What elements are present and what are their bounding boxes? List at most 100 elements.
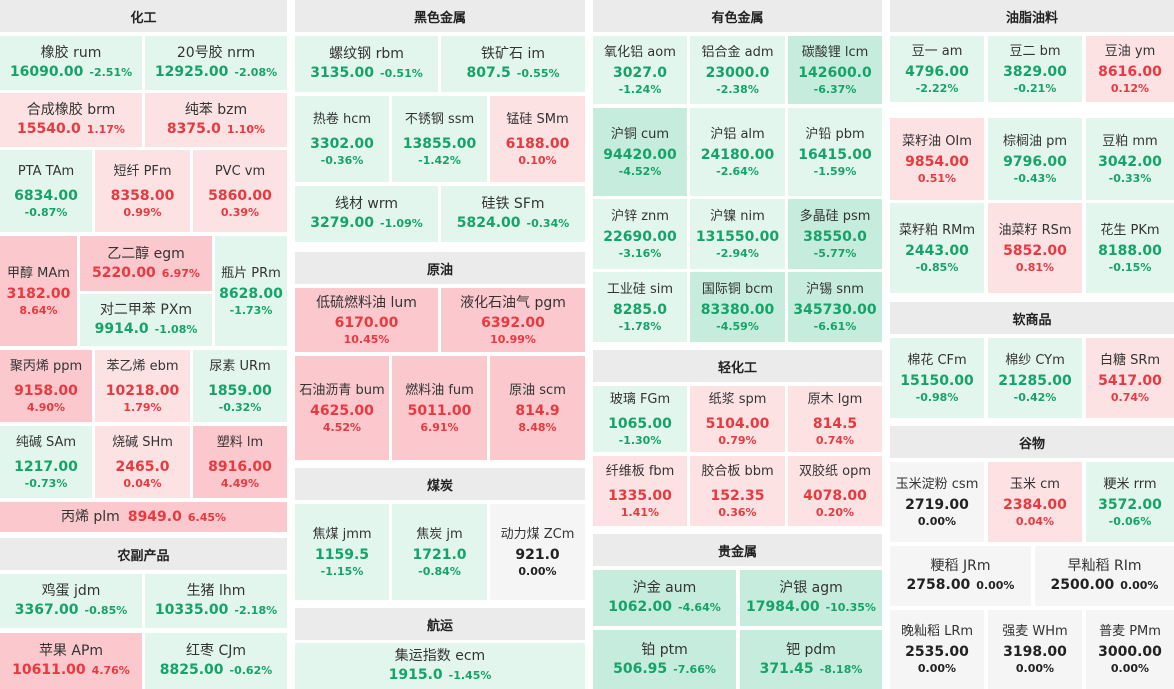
- contract-tile[interactable]: 菜籽油 OIm 9854.00 0.51%: [890, 118, 984, 200]
- contract-tile[interactable]: 原木 lgm 814.5 0.74%: [788, 386, 882, 452]
- price-row: 8825.00 -0.62%: [160, 662, 273, 679]
- contract-price: 3135.00: [310, 65, 375, 81]
- contract-name: 烧碱 SHm: [112, 434, 173, 450]
- contract-tile[interactable]: 沪锌 znm 22690.00 -3.16%: [593, 199, 687, 269]
- contract-tile[interactable]: 焦炭 jm 1721.0 -0.84%: [392, 504, 487, 600]
- contract-tile[interactable]: 烧碱 SHm 2465.0 0.04%: [95, 426, 190, 498]
- contract-tile[interactable]: 豆二 bm 3829.00 -0.21%: [988, 36, 1082, 102]
- contract-tile[interactable]: 棉纱 CYm 21285.00 -0.42%: [988, 338, 1082, 418]
- contract-tile[interactable]: 不锈钢 ssm 13855.00 -1.42%: [392, 96, 487, 182]
- contract-tile[interactable]: 苯乙烯 ebm 10218.00 1.79%: [95, 350, 190, 422]
- price-row: 3367.00 -0.85%: [15, 602, 128, 619]
- contract-tile[interactable]: 普麦 PMm 3000.00 0.00%: [1086, 610, 1174, 689]
- contract-tile[interactable]: 红枣 CJm 8825.00 -0.62%: [145, 633, 287, 689]
- contract-tile[interactable]: 白糖 SRm 5417.00 0.74%: [1086, 338, 1174, 418]
- contract-tile[interactable]: 油菜籽 RSm 5852.00 0.81%: [988, 203, 1082, 293]
- contract-tile[interactable]: 棕榈油 pm 9796.00 -0.43%: [988, 118, 1082, 200]
- contract-tile[interactable]: 豆一 am 4796.00 -2.22%: [890, 36, 984, 102]
- contract-tile[interactable]: 工业硅 sim 8285.0 -1.78%: [593, 272, 687, 342]
- contract-tile[interactable]: 集运指数 ecm 1915.0 -1.45%: [295, 643, 585, 689]
- contract-tile[interactable]: 硅铁 SFm 5824.00 -0.34%: [441, 186, 585, 242]
- contract-tile[interactable]: 豆油 ym 8616.00 0.12%: [1086, 36, 1174, 102]
- contract-tile[interactable]: 纯苯 bzm 8375.0 1.10%: [145, 93, 287, 147]
- contract-tile[interactable]: 铝合金 adm 23000.0 -2.38%: [690, 36, 785, 104]
- contract-tile[interactable]: 沪锡 snm 345730.00 -6.61%: [788, 272, 882, 342]
- contract-price: 5104.00: [705, 415, 770, 432]
- contract-name: 多晶硅 psm: [799, 208, 871, 224]
- contract-tile[interactable]: 瓶片 PRm 8628.00 -1.73%: [215, 236, 287, 346]
- contract-tile[interactable]: PVC vm 5860.00 0.39%: [193, 150, 287, 232]
- contract-tile[interactable]: 玉米淀粉 csm 2719.00 0.00%: [890, 462, 984, 542]
- contract-tile[interactable]: 纤维板 fbm 1335.00 1.41%: [593, 456, 687, 526]
- contract-tile[interactable]: 沪金 aum 1062.00 -4.64%: [593, 570, 736, 626]
- contract-price: 345730.00: [793, 301, 877, 318]
- contract-tile[interactable]: 玉米 cm 2384.00 0.04%: [988, 462, 1082, 542]
- contract-tile[interactable]: 碳酸锂 lcm 142600.0 -6.37%: [788, 36, 882, 104]
- contract-tile[interactable]: 早籼稻 RIm 2500.00 0.00%: [1035, 546, 1174, 606]
- contract-tile[interactable]: 玻璃 FGm 1065.00 -1.30%: [593, 386, 687, 452]
- contract-price: 2465.0: [115, 458, 170, 475]
- contract-tile[interactable]: 铂 ptm 506.95 -7.66%: [593, 630, 736, 689]
- contract-tile[interactable]: 对二甲苯 PXm 9914.0 -1.08%: [80, 294, 212, 346]
- contract-tile[interactable]: PTA TAm 6834.00 -0.87%: [0, 150, 92, 232]
- contract-tile[interactable]: 沪镍 nim 131550.00 -2.94%: [690, 199, 785, 269]
- contract-tile[interactable]: 燃料油 fum 5011.00 6.91%: [392, 356, 487, 460]
- contract-name: 早籼稻 RIm: [1067, 558, 1142, 574]
- contract-tile[interactable]: 氧化铝 aom 3027.0 -1.24%: [593, 36, 687, 104]
- contract-tile[interactable]: 低硫燃料油 lum 6170.00 10.45%: [295, 288, 438, 352]
- contract-tile[interactable]: 纯碱 SAm 1217.00 -0.73%: [0, 426, 92, 498]
- contract-tile[interactable]: 粳稻 JRm 2758.00 0.00%: [890, 546, 1031, 606]
- contract-price: 921.0: [515, 546, 560, 563]
- contract-price: 3182.00: [6, 285, 71, 302]
- contract-tile[interactable]: 多晶硅 psm 38550.0 -5.77%: [788, 199, 882, 269]
- contract-tile[interactable]: 液化石油气 pgm 6392.00 10.99%: [441, 288, 585, 352]
- contract-tile[interactable]: 橡胶 rum 16090.00 -2.51%: [0, 36, 142, 90]
- contract-tile[interactable]: 晚籼稻 LRm 2535.00 0.00%: [890, 610, 984, 689]
- contract-tile[interactable]: 合成橡胶 brm 15540.0 1.17%: [0, 93, 142, 147]
- contract-tile[interactable]: 乙二醇 egm 5220.00 6.97%: [80, 236, 212, 291]
- contract-tile[interactable]: 甲醇 MAm 3182.00 8.64%: [0, 236, 77, 346]
- contract-tile[interactable]: 钯 pdm 371.45 -8.18%: [740, 630, 882, 689]
- contract-tile[interactable]: 沪铅 pbm 16415.00 -1.59%: [788, 108, 882, 196]
- contract-tile[interactable]: 石油沥青 bum 4625.00 4.52%: [295, 356, 389, 460]
- contract-tile[interactable]: 锰硅 SMm 6188.00 0.10%: [490, 96, 585, 182]
- contract-tile[interactable]: 动力煤 ZCm 921.0 0.00%: [490, 504, 585, 600]
- contract-tile[interactable]: 螺纹钢 rbm 3135.00 -0.51%: [295, 36, 438, 92]
- contract-name: 螺纹钢 rbm: [329, 46, 404, 62]
- contract-tile[interactable]: 丙烯 plm 8949.0 6.45%: [0, 502, 287, 532]
- contract-change-pct: 8.64%: [19, 303, 58, 317]
- contract-change-pct: -0.33%: [1108, 171, 1152, 185]
- contract-tile[interactable]: 沪银 agm 17984.00 -10.35%: [740, 570, 882, 626]
- contract-tile[interactable]: 纸浆 spm 5104.00 0.79%: [690, 386, 785, 452]
- contract-tile[interactable]: 强麦 WHm 3198.00 0.00%: [988, 610, 1082, 689]
- contract-name: 燃料油 fum: [405, 382, 474, 398]
- contract-tile[interactable]: 尿素 URm 1859.00 -0.32%: [193, 350, 287, 422]
- contract-tile[interactable]: 豆粕 mm 3042.00 -0.33%: [1086, 118, 1174, 200]
- contract-tile[interactable]: 鸡蛋 jdm 3367.00 -0.85%: [0, 574, 142, 628]
- contract-tile[interactable]: 塑料 lm 8916.00 4.49%: [193, 426, 287, 498]
- contract-tile[interactable]: 线材 wrm 3279.00 -1.09%: [295, 186, 438, 242]
- contract-change-pct: -0.55%: [516, 67, 560, 80]
- contract-tile[interactable]: 国际铜 bcm 83380.00 -4.59%: [690, 272, 785, 342]
- contract-name: 塑料 lm: [216, 434, 264, 450]
- contract-tile[interactable]: 粳米 rrm 3572.00 -0.06%: [1086, 462, 1174, 542]
- contract-tile[interactable]: 聚丙烯 ppm 9158.00 4.90%: [0, 350, 92, 422]
- contract-tile[interactable]: 棉花 CFm 15150.00 -0.98%: [890, 338, 984, 418]
- contract-tile[interactable]: 菜籽粕 RMm 2443.00 -0.85%: [890, 203, 984, 293]
- price-row: 5860.00 0.39%: [208, 188, 272, 219]
- contract-tile[interactable]: 双胶纸 opm 4078.00 0.20%: [788, 456, 882, 526]
- contract-tile[interactable]: 热卷 hcm 3302.00 -0.36%: [295, 96, 389, 182]
- contract-change-pct: -8.18%: [819, 662, 863, 676]
- contract-price: 4078.00: [803, 487, 867, 504]
- contract-tile[interactable]: 沪铜 cum 94420.00 -4.52%: [593, 108, 687, 196]
- contract-tile[interactable]: 原油 scm 814.9 8.48%: [490, 356, 585, 460]
- contract-tile[interactable]: 沪铝 alm 24180.00 -2.64%: [690, 108, 785, 196]
- contract-tile[interactable]: 花生 PKm 8188.00 -0.15%: [1086, 203, 1174, 293]
- contract-tile[interactable]: 苹果 APm 10611.00 4.76%: [0, 633, 142, 689]
- contract-tile[interactable]: 焦煤 jmm 1159.5 -1.15%: [295, 504, 389, 600]
- contract-tile[interactable]: 生猪 lhm 10335.00 -2.18%: [145, 574, 287, 628]
- contract-tile[interactable]: 短纤 PFm 8358.00 0.99%: [95, 150, 190, 232]
- contract-tile[interactable]: 铁矿石 im 807.5 -0.55%: [441, 36, 585, 92]
- contract-tile[interactable]: 胶合板 bbm 152.35 0.36%: [690, 456, 785, 526]
- contract-tile[interactable]: 20号胶 nrm 12925.00 -2.08%: [145, 36, 287, 90]
